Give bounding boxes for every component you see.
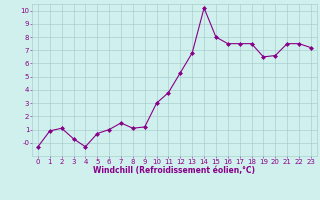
X-axis label: Windchill (Refroidissement éolien,°C): Windchill (Refroidissement éolien,°C) <box>93 166 255 175</box>
